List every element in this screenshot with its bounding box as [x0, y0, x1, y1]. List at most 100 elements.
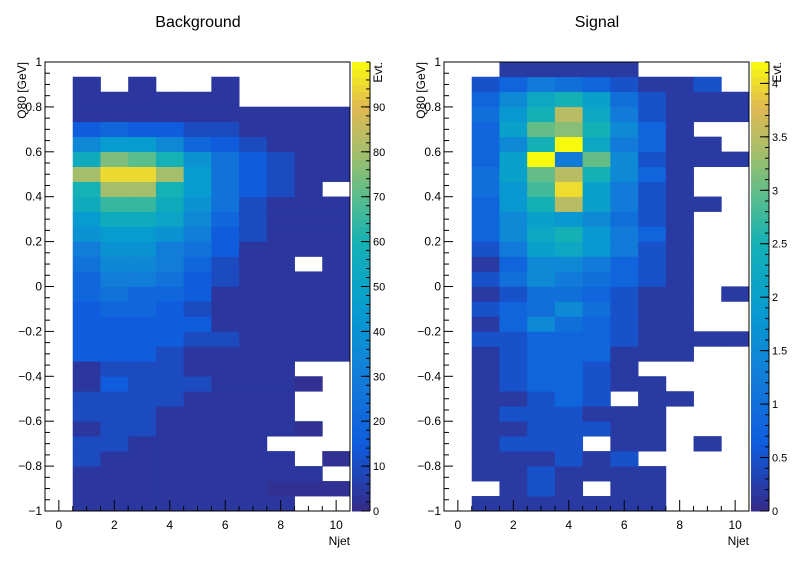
colorbar-segment: [751, 241, 769, 250]
heatmap-cell: [266, 301, 295, 317]
heatmap-cell: [239, 181, 268, 197]
heatmap-cell: [100, 346, 129, 362]
heatmap-cell: [527, 226, 556, 242]
heatmap-cell: [183, 256, 212, 272]
y-tick-label: −0.8: [417, 459, 441, 473]
heatmap-cell: [499, 451, 528, 467]
heatmap-cell: [183, 121, 212, 138]
heatmap-cell: [128, 451, 157, 467]
heatmap-cell: [638, 76, 667, 93]
heatmap-cell: [471, 361, 500, 377]
heatmap-cell: [638, 166, 667, 182]
colorbar-segment: [352, 181, 370, 190]
heatmap-cell: [155, 361, 185, 377]
heatmap-cell: [665, 286, 694, 302]
heatmap-cell: [155, 241, 185, 257]
heatmap-cell: [155, 466, 185, 482]
y-tick-label: −0.4: [18, 369, 42, 383]
heatmap-cell: [72, 331, 101, 347]
colorbar-segment: [352, 256, 370, 265]
colorbar-tick-label: 4: [772, 78, 778, 90]
heatmap-cell: [527, 376, 556, 392]
y-tick-label: −0.2: [417, 324, 441, 338]
heatmap-cell: [128, 421, 157, 437]
heatmap-cell: [266, 286, 295, 302]
colorbar-segment: [751, 451, 769, 460]
heatmap-cell: [665, 316, 694, 332]
heatmap-cell: [72, 241, 101, 257]
heatmap-cell: [183, 331, 212, 347]
heatmap-cell: [155, 406, 185, 422]
heatmap-cell: [665, 196, 694, 212]
colorbar-segment: [751, 316, 769, 325]
heatmap-cell: [128, 376, 157, 392]
background-colorbar-label: Evt.: [371, 62, 385, 83]
colorbar-segment: [751, 62, 769, 70]
heatmap-cell: [499, 256, 528, 272]
colorbar-segment: [352, 84, 370, 93]
colorbar-segment: [352, 421, 370, 430]
colorbar-segment: [751, 136, 769, 145]
colorbar-segment: [352, 308, 370, 317]
heatmap-cell: [499, 301, 528, 317]
heatmap-cell: [582, 136, 611, 153]
heatmap-cell: [211, 271, 240, 287]
heatmap-cell: [266, 406, 295, 422]
heatmap-cell: [183, 106, 212, 123]
heatmap-cell: [499, 136, 528, 153]
heatmap-cell: [582, 361, 611, 377]
heatmap-cell: [527, 301, 556, 317]
heatmap-cell: [610, 76, 639, 93]
heatmap-cell: [266, 196, 295, 212]
heatmap-cell: [554, 106, 584, 123]
colorbar-segment: [751, 69, 769, 78]
heatmap-cell: [665, 301, 694, 317]
heatmap-cell: [638, 466, 667, 482]
colorbar-tick-label: 0: [772, 506, 778, 518]
heatmap-cell: [638, 91, 667, 108]
heatmap-cell: [471, 391, 500, 407]
heatmap-cell: [527, 391, 556, 407]
y-tick-label: 0.6: [424, 145, 441, 159]
colorbar-segment: [751, 331, 769, 340]
heatmap-cell: [638, 346, 667, 362]
heatmap-cell: [239, 301, 268, 317]
colorbar-segment: [352, 129, 370, 138]
x-tick-label: 2: [510, 518, 517, 532]
heatmap-cell: [266, 241, 295, 257]
heatmap-cell: [211, 376, 240, 392]
heatmap-cell: [211, 166, 240, 182]
colorbar-segment: [352, 69, 370, 78]
heatmap-cell: [239, 376, 268, 392]
colorbar-segment: [352, 106, 370, 115]
colorbar-segment: [751, 391, 769, 400]
heatmap-cell: [183, 391, 212, 407]
colorbar-tick-label: 0.5: [772, 453, 787, 465]
colorbar-segment: [751, 204, 769, 213]
heatmap-cell: [183, 136, 212, 153]
heatmap-cell: [554, 406, 584, 422]
heatmap-cell: [294, 286, 323, 302]
heatmap-cell: [155, 166, 185, 182]
heatmap-cell: [239, 166, 268, 182]
heatmap-cell: [322, 226, 351, 242]
heatmap-cell: [239, 451, 268, 467]
heatmap-cell: [638, 421, 667, 437]
heatmap-cell: [527, 241, 556, 257]
heatmap-cell: [665, 181, 694, 197]
heatmap-cell: [294, 271, 323, 287]
colorbar-segment: [751, 159, 769, 168]
heatmap-cell: [610, 436, 639, 452]
colorbar-segment: [751, 323, 769, 332]
heatmap-cell: [471, 271, 500, 287]
heatmap-cell: [499, 406, 528, 422]
heatmap-cell: [266, 451, 295, 467]
heatmap-cell: [527, 316, 556, 332]
heatmap-cell: [183, 301, 212, 317]
heatmap-cell: [128, 406, 157, 422]
heatmap-cell: [582, 241, 611, 257]
heatmap-cell: [128, 151, 157, 167]
heatmap-cell: [211, 436, 240, 452]
colorbar-segment: [751, 181, 769, 190]
heatmap-cell: [582, 121, 611, 138]
